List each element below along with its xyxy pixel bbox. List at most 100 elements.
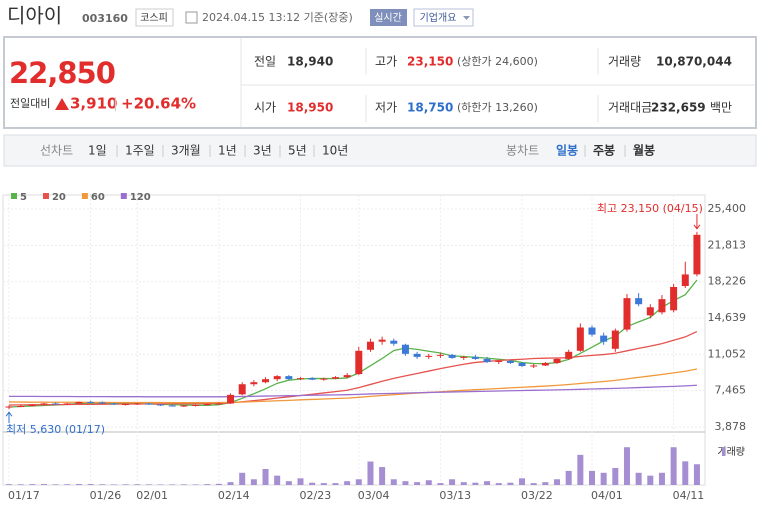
x-tick-label: 04/01 [591,489,623,502]
volume-bar [355,479,362,485]
volume-bar [87,484,94,485]
y-tick-label: 11,052 [708,347,747,360]
volume-bar [52,484,59,485]
period-tab[interactable]: 1주일 [125,144,155,158]
timestamp: 2024.04.15 13:12 기준(장중) [202,11,353,24]
candle-body [87,401,95,403]
candle-body [343,375,351,378]
dropdown-arrow [463,16,470,20]
candle-body [425,355,433,357]
volume-bar [274,475,281,485]
volume-bar [577,454,584,485]
plot-frame [2,194,706,486]
candle-body [133,403,141,405]
company-button[interactable] [413,8,474,27]
volume-bar [99,484,106,485]
stat-label: 고가 [375,55,397,69]
candle-body [401,344,409,354]
x-tick-label: 03/04 [358,489,390,502]
realtime-button[interactable] [370,9,407,26]
candle-tab[interactable]: 주봉 [593,144,615,158]
legend-label: 60 [91,192,105,203]
candle-body [75,401,83,404]
volume-bar [169,484,176,485]
period-tab[interactable]: 1년 [218,144,237,158]
summary-box [3,36,757,129]
tab-bar [3,134,757,167]
period-tab[interactable]: 3년 [253,144,272,158]
volume-bar [635,472,642,485]
legend-swatch [11,193,17,199]
calendar-icon [185,11,198,24]
price: 22,850 [9,56,115,90]
market: 코스피 [140,12,168,24]
candle-body [588,327,596,335]
candle-body [436,354,444,356]
candle-body [157,404,165,406]
candle-body [693,234,701,275]
tab-heading: 봉차트 [506,144,539,158]
realtime-label[interactable]: 실시간 [374,12,402,24]
candle-body [215,403,223,405]
stat-label: 저가 [375,101,397,115]
period-tab[interactable]: 1일 [88,144,107,158]
change-rate: +20.64% [121,95,196,113]
volume-bar [215,483,222,485]
candle-body [448,354,456,358]
volume-bar [495,483,502,485]
candle-body [576,327,584,351]
candle-tab[interactable]: 일봉 [556,144,578,158]
change-label: 전일대비 [10,96,50,110]
volume-bar [658,472,665,485]
volume-bar [332,483,339,485]
period-tab[interactable]: 10년 [322,144,348,158]
candle-body [355,350,363,375]
candle-body [180,405,188,407]
volume-bar [437,483,444,485]
legend-swatch [42,193,49,199]
volume-bar [309,482,316,485]
legend-label: 20 [52,192,66,203]
volume-bar [425,480,432,485]
candle-body [98,402,106,404]
stat-note: (상한가 24,600) [457,55,538,68]
stat-note: (하한가 13,260) [457,100,538,114]
candle-body [518,362,526,367]
company-label[interactable]: 기업개요 [420,11,457,24]
volume-bar [285,481,292,485]
candle-body [5,406,13,408]
legend-swatch [120,193,127,199]
volume-bar [379,467,386,485]
volume-bar [180,484,187,485]
volume-bar [344,481,351,485]
stat-label: 전일 [254,55,276,69]
volume-bar [600,472,607,485]
candle-body [506,360,514,363]
period-tab[interactable]: 5년 [288,144,307,158]
volume-bar [542,482,549,485]
candle-body [308,378,316,380]
volume-bar [682,461,689,485]
candle-body [297,378,304,380]
candle-body [553,358,561,363]
x-tick-label: 01/26 [90,489,122,502]
volume-bar [472,482,479,485]
candle-body [471,356,479,359]
candle-body [366,341,374,350]
candle-body [565,351,573,359]
x-tick-label: 02/23 [300,489,332,502]
volume-bar [227,482,234,485]
candle-tab[interactable]: 월봉 [633,143,655,158]
volume-bar [204,484,211,485]
volume-bar [134,484,141,485]
volume-bar [297,478,304,485]
volume-bar [565,470,572,485]
candle-body [460,356,468,358]
candle-body [250,382,258,385]
volume-bar [530,483,537,485]
period-tab[interactable]: 3개월 [171,144,201,158]
volume-legend-swatch [722,447,725,456]
legend-label: 5 [20,192,27,203]
stat-value: 23,150 [407,55,453,69]
